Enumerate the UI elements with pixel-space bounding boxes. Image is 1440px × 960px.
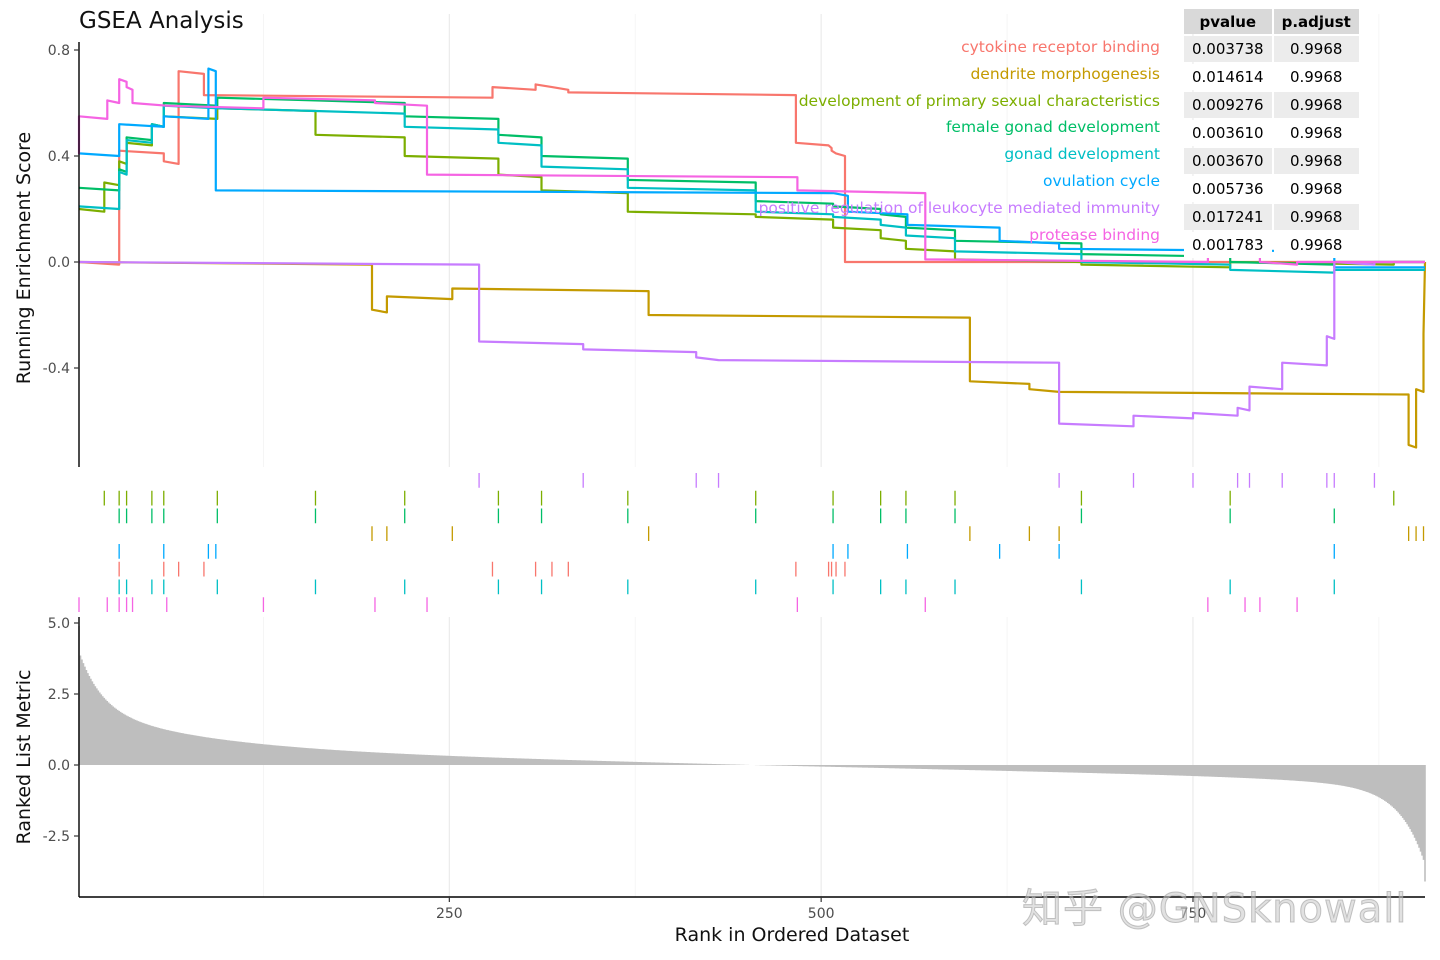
- series-line: [78, 67, 1425, 269]
- table-row: 0.001783 0.9968: [1184, 232, 1359, 258]
- table-cell: 0.009276: [1184, 92, 1272, 118]
- y-axis-label-bottom: Ranked List Metric: [13, 670, 35, 845]
- series-line: [78, 104, 1425, 274]
- y-tick-label-top: -0.4: [43, 361, 70, 377]
- table-cell: 0.017241: [1184, 204, 1272, 230]
- legend-entry: gonad development: [1004, 145, 1160, 164]
- table-cell: 0.9968: [1273, 120, 1359, 146]
- table-row: 0.014614 0.9968: [1184, 64, 1359, 90]
- legend-entry: female gonad development: [945, 118, 1160, 137]
- table-cell: 0.005736: [1184, 176, 1272, 202]
- table-cell: 0.001783: [1184, 232, 1272, 258]
- series-line: [78, 260, 1425, 428]
- table-cell: 0.014614: [1184, 64, 1272, 90]
- legend-entry: dendrite morphogenesis: [970, 64, 1160, 83]
- table-row: 0.003610 0.9968: [1184, 120, 1359, 146]
- table-cell: 0.003670: [1184, 148, 1272, 174]
- chart-title: GSEA Analysis: [79, 8, 244, 34]
- y-tick-label-top: 0.8: [48, 43, 70, 59]
- watermark-text: 知乎 @GNSknowall: [1021, 886, 1408, 933]
- ranked-metric-bars-negative: [751, 765, 1426, 882]
- legend-entry: protease binding: [1029, 225, 1160, 244]
- table-cell: 0.9968: [1273, 176, 1359, 202]
- y-axis-label-top: Running Enrichment Score: [13, 132, 35, 384]
- legend-entry: development of primary sexual characteri…: [798, 91, 1160, 110]
- y-tick-label-bottom: 2.5: [48, 687, 70, 703]
- y-tick-label-top: 0.0: [48, 255, 70, 271]
- table-cell: 0.003738: [1184, 36, 1272, 62]
- pathway-legend: cytokine receptor binding dendrite morph…: [759, 34, 1160, 248]
- table-cell: 0.9968: [1273, 204, 1359, 230]
- table-cell: 0.003610: [1184, 120, 1272, 146]
- table-row: 0.005736 0.9968: [1184, 176, 1359, 202]
- legend-entry: positive regulation of leukocyte mediate…: [758, 198, 1160, 217]
- ranked-metric-bars-positive: [78, 625, 753, 765]
- table-cell: 0.9968: [1273, 36, 1359, 62]
- y-tick-label-bottom: 5.0: [48, 616, 70, 632]
- legend-entry: ovulation cycle: [1043, 171, 1160, 190]
- series-line: [78, 260, 1427, 449]
- stats-table: pvalue p.adjust 0.003738 0.9968 0.014614 0…: [1182, 7, 1361, 260]
- table-cell: 0.9968: [1273, 232, 1359, 258]
- table-header-row: pvalue p.adjust: [1184, 9, 1359, 34]
- table-header: p.adjust: [1273, 9, 1359, 34]
- table-cell: 0.9968: [1273, 92, 1359, 118]
- series-line: [78, 70, 1425, 266]
- table-row: 0.017241 0.9968: [1184, 204, 1359, 230]
- y-tick-label-bottom: -2.5: [43, 829, 70, 845]
- table-header: pvalue: [1184, 9, 1272, 34]
- legend-entry: cytokine receptor binding: [961, 38, 1160, 56]
- x-tick-label: 500: [808, 906, 835, 922]
- table-row: 0.009276 0.9968: [1184, 92, 1359, 118]
- table-cell: 0.9968: [1273, 148, 1359, 174]
- x-tick-label: 250: [436, 906, 463, 922]
- table-cell: 0.9968: [1273, 64, 1359, 90]
- table-row: 0.003670 0.9968: [1184, 148, 1359, 174]
- y-tick-label-top: 0.4: [48, 149, 70, 165]
- x-tick-label: 750: [1180, 906, 1207, 922]
- y-tick-label-bottom: 0.0: [48, 758, 70, 774]
- table-row: 0.003738 0.9968: [1184, 36, 1359, 62]
- x-axis-label: Rank in Ordered Dataset: [675, 924, 910, 946]
